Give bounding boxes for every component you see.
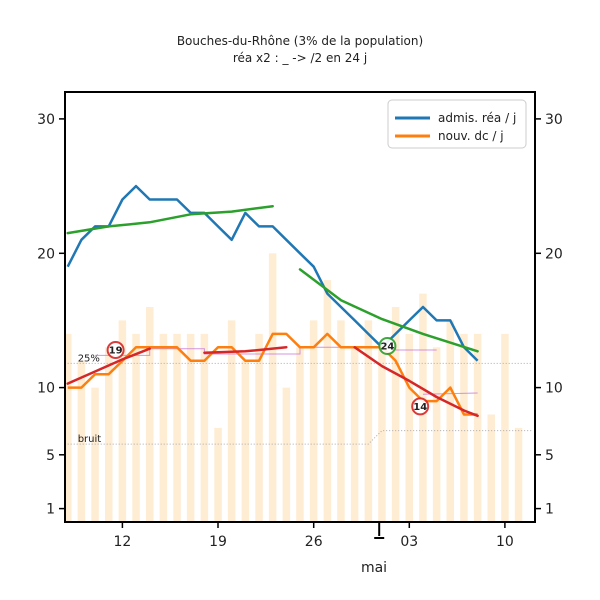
y-tick-label-right: 5	[545, 448, 554, 464]
x-tick-label: 12	[113, 534, 131, 550]
chart-subtitle: réa x2 : _ -> /2 en 24 j	[233, 51, 367, 65]
bar	[501, 333, 509, 522]
bar-group	[64, 253, 523, 523]
trend-group	[66, 204, 479, 418]
bar	[255, 333, 263, 522]
y-tick-label-left: 5	[46, 448, 55, 464]
bar	[268, 253, 277, 523]
bar	[91, 387, 99, 522]
bar	[173, 333, 181, 522]
reference-lines: 25% bruit	[67, 353, 533, 445]
trend-line	[353, 346, 479, 418]
bar	[200, 333, 209, 522]
reference-line	[67, 430, 533, 445]
series-group	[66, 184, 479, 416]
bar	[309, 320, 318, 522]
series-line-dc	[67, 332, 478, 416]
bar	[296, 347, 304, 522]
bar	[487, 414, 495, 522]
bar	[460, 333, 468, 522]
trend-line	[66, 347, 151, 385]
bar	[105, 347, 113, 522]
annotation-text: 19	[109, 346, 123, 357]
bar	[405, 333, 413, 522]
y-tick-label-left: 20	[37, 246, 55, 262]
bar	[77, 360, 86, 523]
x-tick-label: 03	[400, 534, 418, 550]
y-tick-label-right: 10	[545, 381, 563, 397]
y-axis: 1 1 5 5 10 10 20 20 30 30	[37, 112, 563, 518]
annotation-text: 14	[413, 402, 427, 413]
bar	[132, 333, 140, 522]
y-tick-label-right: 30	[545, 112, 563, 128]
reference-label: bruit	[78, 434, 102, 445]
legend-label-dc: nouv. dc / j	[438, 129, 504, 143]
trend-line	[298, 268, 479, 353]
bar	[186, 333, 195, 522]
series-line-rea	[66, 184, 479, 362]
annotation-text: 24	[380, 342, 394, 353]
bar	[323, 280, 332, 522]
x-axis: 12 19 26 03 10	[113, 522, 514, 550]
legend-label-rea: admis. réa / j	[438, 111, 516, 125]
bar	[159, 333, 168, 522]
trend-line	[66, 204, 274, 235]
bar	[446, 320, 454, 522]
bar	[432, 347, 441, 522]
bar	[118, 320, 127, 522]
reference-label: 25%	[78, 353, 100, 364]
x-tick-label: 19	[209, 534, 227, 550]
bar	[364, 320, 373, 522]
x-tick-label: 26	[305, 534, 323, 550]
chart-title: Bouches-du-Rhône (3% de la population)	[177, 34, 423, 48]
bar	[214, 427, 222, 522]
bar	[378, 347, 386, 522]
annotation-group: 19 24 14	[106, 337, 430, 416]
legend: admis. réa / j nouv. dc / j	[387, 99, 527, 149]
bar	[514, 427, 523, 522]
bar	[350, 347, 359, 522]
annotation-badge	[106, 341, 125, 359]
bar	[64, 333, 72, 522]
bar	[282, 387, 291, 522]
y-tick-label-right: 20	[545, 246, 563, 262]
y-tick-label-left: 1	[46, 502, 55, 518]
bar	[473, 333, 482, 522]
bar	[146, 307, 154, 522]
y-tick-label-right: 1	[545, 502, 554, 518]
y-tick-label-left: 10	[37, 381, 55, 397]
bar	[227, 320, 236, 522]
trend-line	[203, 346, 288, 354]
plot-frame	[64, 91, 536, 523]
bar	[391, 307, 400, 522]
annotation-badge	[411, 397, 430, 416]
x-axis-label: mai	[361, 560, 387, 576]
bar	[241, 360, 250, 523]
x-tick-label: 10	[496, 534, 514, 550]
y-tick-label-left: 30	[37, 112, 55, 128]
bar	[337, 320, 345, 522]
annotation-badge	[378, 337, 397, 355]
